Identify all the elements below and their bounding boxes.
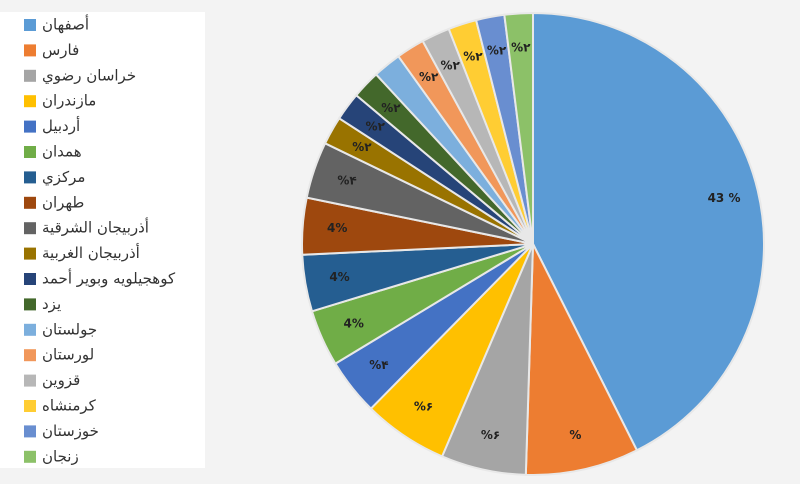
legend-swatch <box>24 400 36 412</box>
legend-swatch <box>24 298 36 311</box>
legend-swatch <box>24 171 36 184</box>
legend-label: همدان <box>42 143 82 161</box>
data-label: %۲ <box>511 41 531 55</box>
legend-swatch <box>24 146 36 158</box>
legend-label: جولستان <box>42 320 97 338</box>
legend-label: خراسان رضوي <box>42 66 136 85</box>
legend-swatch <box>24 44 36 57</box>
legend-label: كرمنشاه <box>42 397 97 415</box>
legend-label: قزوين <box>42 371 80 389</box>
data-label: % <box>569 428 581 442</box>
legend-label: زنجان <box>42 447 79 465</box>
legend-swatch <box>24 425 36 438</box>
data-label: 43 % <box>708 191 741 205</box>
legend-swatch <box>24 450 36 463</box>
legend-label: مركزي <box>42 168 85 187</box>
legend-label: أصفهان <box>42 15 89 34</box>
legend-label: فارس <box>42 41 79 59</box>
legend-label: لورستان <box>42 346 94 364</box>
data-label: 4% <box>329 270 349 284</box>
legend-swatch <box>24 247 36 260</box>
pie-slice <box>503 11 534 245</box>
legend-label: يزد <box>42 295 61 313</box>
data-label: %۲ <box>487 44 507 58</box>
legend-label: كوهجيلويه وبوير أحمد <box>42 269 176 288</box>
legend-swatch <box>24 273 36 285</box>
pie-slice <box>532 11 765 452</box>
legend-label: أذربيجان الغربية <box>42 243 140 262</box>
legend-label: مازندران <box>42 92 96 110</box>
legend-swatch <box>24 349 36 362</box>
data-label: %۲ <box>366 120 386 134</box>
legend-swatch <box>24 120 36 133</box>
legend-swatch <box>24 196 36 209</box>
data-label: %۲ <box>352 140 372 154</box>
data-label: %۴ <box>337 174 356 188</box>
data-label: %۲ <box>440 58 460 72</box>
legend-label: خوزستان <box>42 422 99 440</box>
legend-label: أذربيجان الشرقية <box>42 218 149 237</box>
legend-swatch <box>24 323 36 336</box>
data-label: 4% <box>344 317 364 331</box>
legend-swatch <box>24 222 36 235</box>
legend-swatch <box>24 19 36 31</box>
data-label: %۴ <box>369 358 388 372</box>
data-label: %۶ <box>414 400 433 414</box>
data-label: %۲ <box>463 50 483 64</box>
legend-swatch <box>24 374 36 387</box>
legend-label: طهران <box>42 193 84 211</box>
data-label: %۲ <box>419 70 439 84</box>
pie-slice <box>524 243 639 476</box>
data-label: %۲ <box>381 101 401 115</box>
legend-swatch <box>24 95 36 108</box>
data-label: 4% <box>327 221 347 235</box>
data-label: %۶ <box>481 428 500 442</box>
legend-label: أردبيل <box>42 116 80 135</box>
legend-swatch <box>24 69 36 82</box>
legend-box <box>0 12 205 468</box>
